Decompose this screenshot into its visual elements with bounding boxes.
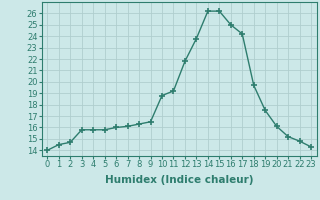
X-axis label: Humidex (Indice chaleur): Humidex (Indice chaleur) bbox=[105, 175, 253, 185]
